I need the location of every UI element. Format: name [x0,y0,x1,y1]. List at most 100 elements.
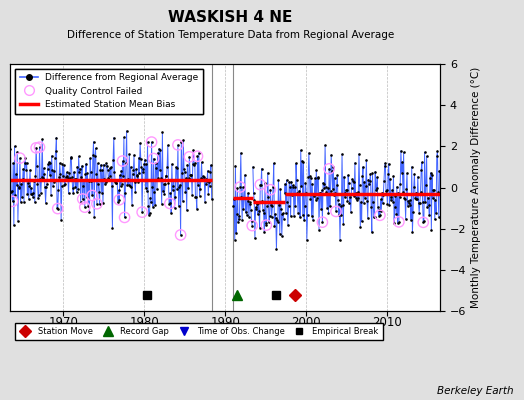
Point [182,175,190,182]
Point [161,172,170,179]
Point [39,165,48,172]
Point [25,196,33,202]
Point [127,183,136,190]
Point [280,216,288,222]
Legend: Difference from Regional Average, Quality Control Failed, Estimated Station Mean: Difference from Regional Average, Qualit… [15,68,203,114]
Point [311,196,320,203]
Point [16,155,24,161]
Point [323,205,331,211]
Point [320,185,329,191]
Point [344,172,352,178]
Point [165,201,173,208]
Point [80,176,88,183]
Point [400,195,409,202]
Point [147,139,156,145]
Point [381,160,389,166]
Point [334,212,343,218]
Point [23,160,31,166]
Point [35,144,43,150]
Point [280,190,289,196]
Point [149,155,158,162]
Point [77,198,85,205]
Point [329,186,337,192]
Point [281,181,289,187]
Point [88,192,96,199]
Point [345,180,353,187]
Point [260,229,268,235]
Point [42,184,50,190]
Point [290,184,299,190]
Point [128,202,136,208]
Point [294,190,303,196]
Point [177,139,185,146]
Point [159,188,167,194]
Point [319,180,328,186]
Point [399,149,408,156]
Point [62,174,70,180]
Point [245,214,253,220]
Point [368,229,376,235]
Point [308,213,316,219]
Point [92,170,101,177]
Point [21,160,29,166]
Point [185,154,193,160]
Point [107,183,116,190]
Point [309,191,318,197]
Point [78,163,86,169]
Point [149,155,158,162]
Point [427,170,435,176]
Point [252,204,260,210]
Point [46,172,54,178]
Point [322,184,330,190]
Point [237,150,245,156]
Point [383,186,391,193]
Point [375,207,384,214]
Point [404,198,412,204]
Point [414,200,423,206]
Point [372,187,380,193]
Point [274,177,282,183]
Point [361,195,369,201]
Point [161,181,169,188]
Point [174,203,183,209]
Point [262,222,270,228]
Point [233,211,241,218]
Point [113,177,122,183]
Point [355,151,363,157]
Point [248,222,256,229]
Point [53,205,62,212]
Point [398,159,407,165]
Point [249,190,258,197]
Point [259,207,267,213]
Point [332,208,340,215]
Point [357,218,366,225]
Point [147,139,156,145]
Point [45,159,53,165]
Point [89,139,97,145]
Point [60,162,68,169]
Point [51,155,59,161]
Point [330,192,338,198]
Point [104,174,113,181]
Point [101,181,109,187]
Point [295,187,303,194]
Point [203,178,211,185]
Point [115,197,123,203]
Point [172,165,181,172]
Point [396,180,405,187]
Point [359,199,368,206]
Point [297,147,305,154]
Point [186,172,194,178]
Point [179,137,188,144]
Point [235,212,244,219]
Point [175,184,183,190]
Point [156,167,164,174]
Point [143,188,151,194]
Point [199,177,208,183]
Point [13,182,21,188]
Point [397,148,405,154]
Point [336,237,344,244]
Point [130,152,138,158]
Point [297,183,305,189]
Point [7,189,15,196]
